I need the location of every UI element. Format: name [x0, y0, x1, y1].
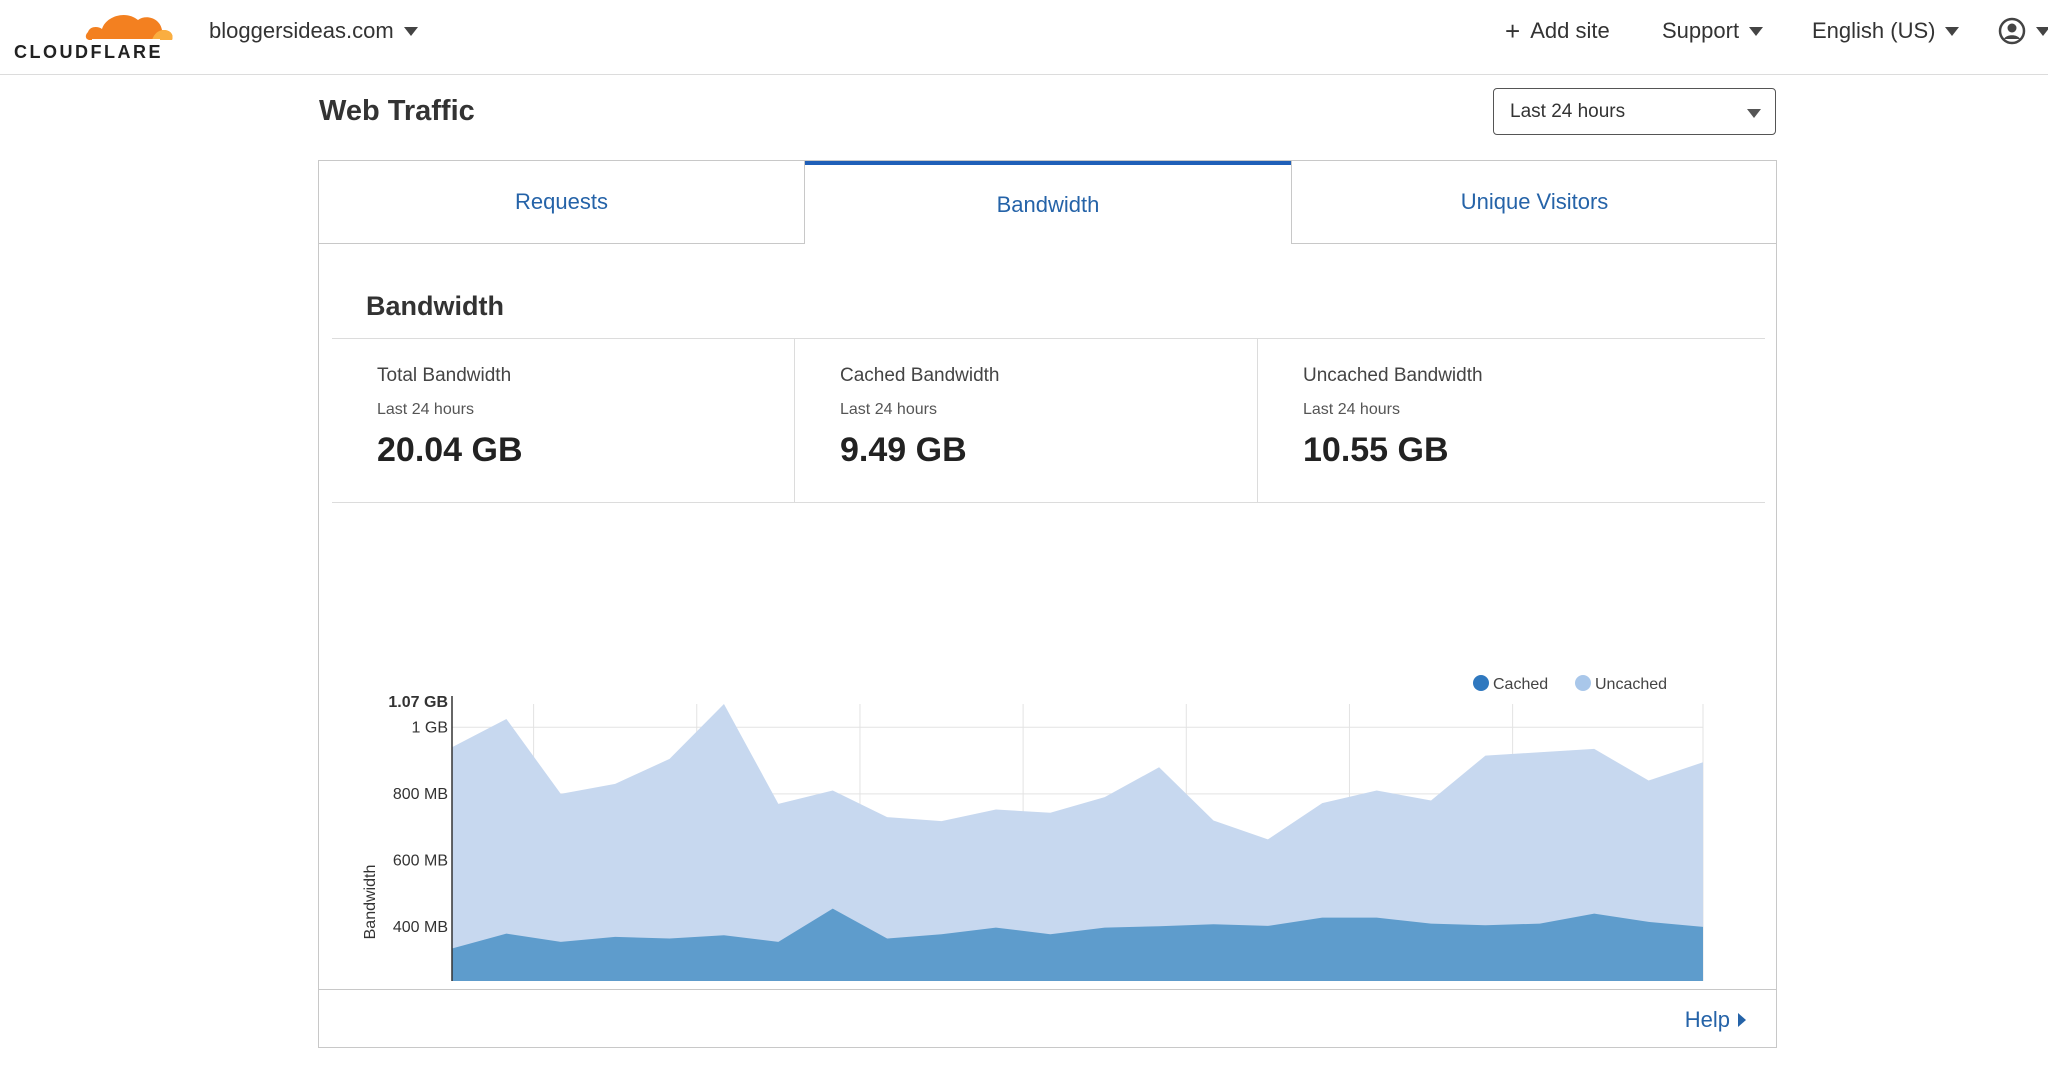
stat-cached-bandwidth: Cached Bandwidth Last 24 hours 9.49 GB	[795, 339, 1258, 502]
language-menu[interactable]: English (US)	[1812, 18, 1960, 44]
cloud-logo-icon	[85, 14, 173, 41]
time-range-select[interactable]: Last 24 hours	[1493, 88, 1776, 135]
legend-swatch-uncached	[1575, 675, 1591, 691]
y-tick-label: 1 GB	[412, 719, 448, 736]
time-range-value: Last 24 hours	[1510, 100, 1626, 122]
stat-period: Last 24 hours	[377, 401, 474, 418]
legend-swatch-cached	[1473, 675, 1489, 691]
chevron-down-icon	[2036, 26, 2048, 36]
stat-period: Last 24 hours	[840, 401, 937, 418]
add-site-button[interactable]: + Add site	[1505, 18, 1610, 44]
page-title: Web Traffic	[319, 95, 475, 127]
legend-label-uncached: Uncached	[1595, 676, 1667, 693]
plus-icon: +	[1505, 16, 1521, 46]
stat-value: 20.04 GB	[377, 431, 523, 469]
tab-bandwidth[interactable]: Bandwidth	[805, 161, 1291, 244]
y-axis-title: Bandwidth	[362, 865, 379, 940]
tab-unique-visitors[interactable]: Unique Visitors	[1291, 161, 1777, 244]
section-title: Bandwidth	[366, 291, 504, 321]
traffic-card: Requests Bandwidth Unique Visitors Bandw…	[318, 160, 1777, 1048]
stat-label: Cached Bandwidth	[840, 365, 1000, 386]
series-area-cached	[452, 908, 1703, 981]
y-tick-label: 600 MB	[393, 852, 448, 869]
stat-value: 10.55 GB	[1303, 431, 1449, 469]
site-name: bloggersideas.com	[209, 18, 394, 43]
account-menu[interactable]	[1998, 17, 2048, 45]
stat-total-bandwidth: Total Bandwidth Last 24 hours 20.04 GB	[332, 339, 795, 502]
series-area-uncached	[452, 704, 1703, 981]
brand-wordmark: CLOUDFLARE	[14, 42, 163, 62]
language-label: English (US)	[1812, 18, 1936, 43]
cloudflare-logo[interactable]: CLOUDFLARE	[12, 4, 173, 62]
card-footer: Help	[319, 989, 1776, 1048]
stat-period: Last 24 hours	[1303, 401, 1400, 418]
support-label: Support	[1662, 18, 1740, 43]
add-site-label: Add site	[1530, 18, 1610, 43]
help-label: Help	[1684, 1007, 1730, 1032]
bandwidth-stats: Total Bandwidth Last 24 hours 20.04 GB C…	[332, 338, 1765, 503]
y-tick-label: 800 MB	[393, 786, 448, 803]
traffic-tabs: Requests Bandwidth Unique Visitors	[319, 161, 1777, 244]
support-menu[interactable]: Support	[1662, 18, 1764, 44]
chevron-down-icon	[1749, 26, 1764, 36]
user-circle-icon	[1998, 17, 2026, 45]
tab-requests[interactable]: Requests	[319, 161, 805, 244]
top-bar: CLOUDFLARE bloggersideas.com + Add site …	[0, 0, 2048, 75]
chevron-down-icon	[403, 26, 418, 36]
help-link[interactable]: Help	[1685, 1007, 1746, 1033]
y-tick-label: 400 MB	[393, 919, 448, 936]
y-max-label: 1.07 GB	[388, 694, 448, 711]
stat-label: Total Bandwidth	[377, 365, 512, 386]
chevron-down-icon	[1945, 26, 1960, 36]
caret-right-icon	[1738, 1013, 1746, 1027]
stat-value: 9.49 GB	[840, 431, 967, 469]
stat-label: Uncached Bandwidth	[1303, 365, 1483, 386]
chevron-down-icon	[1747, 109, 1761, 118]
legend-label-cached: Cached	[1493, 676, 1548, 693]
stat-uncached-bandwidth: Uncached Bandwidth Last 24 hours 10.55 G…	[1258, 339, 1765, 502]
site-selector[interactable]: bloggersideas.com	[209, 18, 418, 44]
